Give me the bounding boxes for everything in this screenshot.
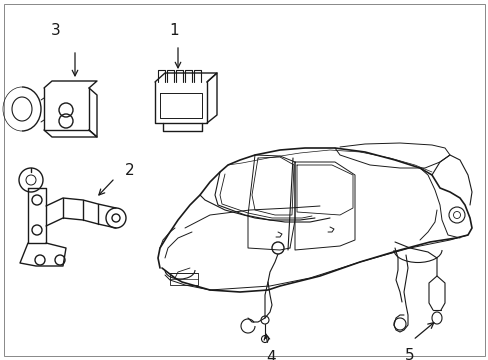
Text: 1: 1 bbox=[169, 23, 179, 38]
Text: 3: 3 bbox=[51, 23, 61, 38]
Text: 4: 4 bbox=[265, 350, 275, 360]
Text: 5: 5 bbox=[405, 348, 414, 360]
Bar bbox=[170, 273, 198, 285]
Text: 2: 2 bbox=[125, 163, 135, 178]
